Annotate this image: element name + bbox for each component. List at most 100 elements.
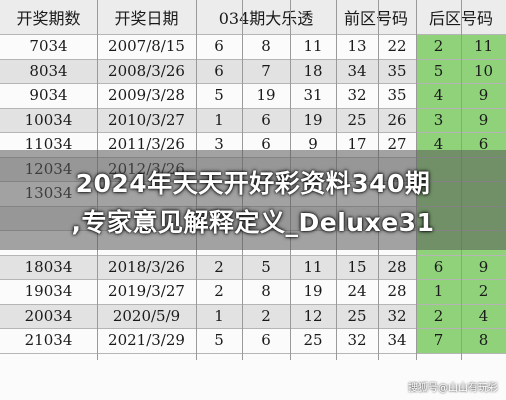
- table-cell: 2018/3/26: [108, 257, 185, 276]
- table-cell: 11: [303, 37, 323, 56]
- grid-line: [0, 34, 506, 35]
- table-cell: 28: [387, 282, 407, 301]
- table-cell: 10034: [24, 110, 73, 129]
- table-cell: 6: [261, 331, 271, 350]
- table-cell: 4: [478, 306, 489, 325]
- table-cell: 11: [473, 37, 494, 56]
- row-band: [0, 58, 416, 83]
- row-band: [0, 303, 416, 328]
- table-cell: 32: [387, 306, 407, 325]
- grid-line: [0, 132, 506, 133]
- table-cell: 5: [214, 331, 224, 350]
- table-cell: 7: [433, 331, 444, 350]
- table-cell: 2: [433, 37, 444, 56]
- table-cell: 5: [214, 86, 224, 105]
- table-cell: 34: [387, 331, 407, 350]
- grid-line: [0, 83, 506, 84]
- table-cell: 2: [478, 282, 489, 301]
- table-cell: 7034: [29, 37, 68, 56]
- table-cell: 3: [214, 135, 224, 154]
- grid-line: [0, 328, 506, 329]
- watermark: 搜狐号@山山有玩彩: [408, 383, 498, 394]
- table-cell: 19: [256, 86, 276, 105]
- table-cell: 8034: [29, 61, 68, 80]
- header-cell: 034期大乐透: [218, 9, 314, 28]
- table-cell: 18: [303, 61, 323, 80]
- table-cell: 32: [347, 86, 367, 105]
- table-cell: 9: [478, 86, 489, 105]
- table-cell: 8: [478, 331, 489, 350]
- table-cell: 10: [473, 61, 494, 80]
- table-cell: 24: [347, 282, 367, 301]
- table-cell: 2: [214, 257, 224, 276]
- table-cell: 7: [261, 61, 271, 80]
- table-cell: 6: [433, 257, 444, 276]
- grid-line: [0, 58, 506, 60]
- table-cell: 9: [308, 135, 318, 154]
- header-cell: 开奖期数: [16, 9, 81, 28]
- table-cell: 5: [261, 257, 271, 276]
- table-cell: 19: [303, 110, 323, 129]
- table-cell: 2009/3/28: [108, 86, 185, 105]
- table-cell: 9: [478, 110, 489, 129]
- table-cell: 34: [347, 61, 367, 80]
- table-cell: 6: [478, 135, 489, 154]
- table-header-row: [0, 0, 506, 34]
- headline-line-2: ,专家意见解释定义_Deluxe31: [71, 208, 435, 237]
- table-cell: 12: [303, 306, 323, 325]
- table-cell: 11: [303, 257, 323, 276]
- table-cell: 2019/3/27: [108, 282, 185, 301]
- table-cell: 2: [261, 306, 271, 325]
- grid-line: [0, 254, 506, 256]
- table-cell: 8: [261, 37, 271, 56]
- table-cell: 4: [433, 135, 444, 154]
- table-cell: 6: [261, 110, 271, 129]
- table-cell: 20034: [24, 306, 73, 325]
- table-cell: 2010/3/27: [108, 110, 185, 129]
- table-cell: 17: [347, 135, 367, 154]
- grid-line: [0, 279, 506, 280]
- table-cell: 27: [387, 135, 407, 154]
- table-cell: 2: [433, 306, 444, 325]
- table-cell: 1: [433, 282, 444, 301]
- table-cell: 25: [347, 306, 367, 325]
- table-cell: 2021/3/29: [108, 331, 185, 350]
- headline-overlay: [0, 150, 506, 250]
- table-cell: 8: [261, 282, 271, 301]
- table-cell: 18034: [24, 257, 73, 276]
- table-cell: 26: [387, 110, 407, 129]
- table-cell: 5: [433, 61, 444, 80]
- table-cell: 28: [387, 257, 407, 276]
- row-band: [0, 107, 416, 132]
- header-cell: 开奖日期: [114, 9, 179, 28]
- header-cell: 后区号码: [428, 9, 493, 28]
- table-cell: 22: [387, 37, 407, 56]
- table-cell: 31: [303, 86, 323, 105]
- table-cell: 2007/8/15: [108, 37, 185, 56]
- table-cell: 3: [433, 110, 444, 129]
- table-cell: 2020/5/9: [112, 306, 181, 325]
- table-cell: 19: [303, 282, 323, 301]
- grid-line: [0, 303, 506, 305]
- table-cell: 9: [478, 257, 489, 276]
- table-cell: 21034: [24, 331, 73, 350]
- header-cell: 前区号码: [343, 9, 408, 28]
- table-cell: 6: [214, 37, 224, 56]
- table-cell: 2: [214, 282, 224, 301]
- table-cell: 19034: [24, 282, 73, 301]
- table-cell: 32: [347, 331, 367, 350]
- table-cell: 25: [303, 331, 323, 350]
- table-cell: 6: [214, 61, 224, 80]
- table-cell: 25: [347, 110, 367, 129]
- table-cell: 4: [433, 86, 444, 105]
- table-cell: 13: [347, 37, 367, 56]
- grid-line: [0, 107, 506, 109]
- table-cell: 35: [387, 86, 407, 105]
- grid-line: [0, 352, 506, 354]
- table-cell: 2011/3/26: [108, 135, 185, 154]
- table-cell: 11034: [24, 135, 73, 154]
- table-cell: 35: [387, 61, 407, 80]
- table-cell: 1: [214, 110, 224, 129]
- table-cell: 9034: [29, 86, 68, 105]
- row-band: [0, 254, 416, 279]
